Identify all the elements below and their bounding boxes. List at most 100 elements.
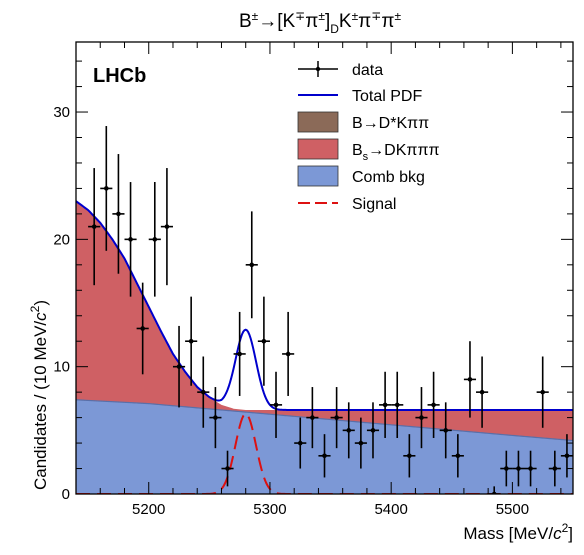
- data-point: [342, 402, 355, 459]
- data-point: [282, 311, 295, 396]
- data-point-marker: [104, 186, 109, 191]
- data-point: [233, 311, 246, 396]
- plot-frame: [75, 41, 574, 495]
- total-pdf-curve: [76, 200, 573, 411]
- data-point-marker: [419, 415, 424, 420]
- data-point: [536, 356, 549, 428]
- legend-bdstar-swatch: [297, 111, 339, 133]
- data-point: [463, 341, 477, 418]
- data-point-marker: [188, 338, 194, 344]
- data-point-marker: [116, 211, 121, 217]
- data-point: [354, 417, 367, 469]
- legend-bs-swatch: [297, 138, 339, 160]
- legend-item-total: Total PDF: [298, 88, 422, 105]
- data-point: [112, 154, 125, 274]
- data-point-marker: [394, 402, 400, 408]
- comb-bkg-component-edge: [76, 399, 573, 442]
- y-axis-label: Candidates / (10 MeV/c2): [28, 300, 50, 490]
- data-point: [415, 387, 428, 449]
- data-point-marker: [431, 402, 436, 408]
- legend-item-bdstar: B→D*Kππ: [297, 111, 429, 133]
- data-point-marker: [237, 351, 242, 357]
- data-point: [294, 417, 307, 469]
- data-point-marker: [261, 338, 267, 344]
- data-point-marker: [322, 453, 327, 459]
- data-point: [160, 168, 173, 286]
- data-point-marker: [467, 377, 473, 382]
- data-point-marker: [407, 453, 412, 459]
- data-point-marker: [479, 389, 485, 395]
- x-tick-label: 5400: [374, 501, 407, 518]
- data-point-marker: [176, 364, 182, 369]
- data-point-marker: [140, 326, 145, 331]
- data-point-marker: [564, 453, 570, 459]
- data-point: [476, 356, 489, 428]
- data-point: [88, 168, 101, 286]
- data-point: [318, 434, 331, 478]
- legend-comb-swatch: [297, 165, 339, 187]
- data-point: [306, 387, 319, 449]
- data-point-marker: [200, 389, 206, 395]
- data-point-marker: [455, 453, 461, 459]
- data-point: [548, 450, 561, 487]
- x-axis-ticks: 5200 5300 5400 5500: [75, 42, 562, 518]
- experiment-label: LHCb: [93, 65, 146, 87]
- data-point: [512, 450, 525, 487]
- data-point-marker: [152, 237, 158, 242]
- legend-label-bs: Bs→DKπππ: [352, 142, 440, 163]
- data-point: [403, 434, 416, 478]
- legend-data-marker: [315, 66, 321, 72]
- x-tick-label: 5500: [496, 501, 529, 518]
- data-point-marker: [346, 428, 352, 433]
- y-axis-ticks: 0 10 20 30: [53, 60, 573, 503]
- data-point: [379, 371, 392, 438]
- legend-label-total: Total PDF: [352, 88, 422, 105]
- legend-item-signal: Signal: [298, 196, 396, 213]
- legend-item-bs: Bs→DKπππ: [297, 138, 440, 163]
- legend-item-data: data: [298, 61, 383, 79]
- legend: data Total PDF B→D*Kππ Bs→DKπππ Comb bkg…: [297, 61, 440, 213]
- data-point: [269, 371, 283, 438]
- x-axis-label: Mass [MeV/c2]: [463, 521, 573, 543]
- data-point: [257, 296, 270, 386]
- data-point-marker: [225, 466, 230, 471]
- data-point-marker: [297, 440, 303, 446]
- data-point: [439, 402, 452, 459]
- data-point: [197, 356, 210, 428]
- data-point: [451, 434, 464, 478]
- data-points: [88, 126, 573, 494]
- data-point-marker: [370, 428, 376, 433]
- y-tick-label: 20: [53, 231, 70, 248]
- data-point: [209, 387, 222, 449]
- data-point: [136, 282, 149, 375]
- data-point-marker: [358, 440, 364, 446]
- data-point-marker: [310, 415, 315, 420]
- data-point: [185, 296, 198, 386]
- data-point: [148, 182, 161, 297]
- data-point-marker: [382, 402, 388, 408]
- data-point-marker: [504, 466, 509, 471]
- data-point-marker: [443, 428, 449, 433]
- data-point: [221, 450, 234, 487]
- data-point: [124, 182, 137, 297]
- data-point-marker: [164, 224, 170, 229]
- data-point: [172, 325, 186, 408]
- data-point-marker: [249, 262, 255, 268]
- data-point: [391, 371, 404, 438]
- data-point: [330, 387, 343, 449]
- data-point: [100, 126, 113, 251]
- y-tick-label: 0: [62, 486, 70, 503]
- legend-item-comb: Comb bkg: [297, 165, 425, 187]
- data-point-marker: [540, 389, 545, 395]
- data-point: [500, 450, 513, 487]
- legend-label-data: data: [352, 62, 383, 79]
- chart-title: B±→[K∓π±]DK±π∓π±: [239, 9, 402, 36]
- data-point-marker: [516, 466, 521, 471]
- data-point-marker: [213, 415, 218, 420]
- y-tick-label: 10: [53, 359, 70, 376]
- data-point: [524, 450, 537, 487]
- data-point-marker: [285, 351, 291, 357]
- legend-label-bdstar: B→D*Kππ: [352, 115, 429, 132]
